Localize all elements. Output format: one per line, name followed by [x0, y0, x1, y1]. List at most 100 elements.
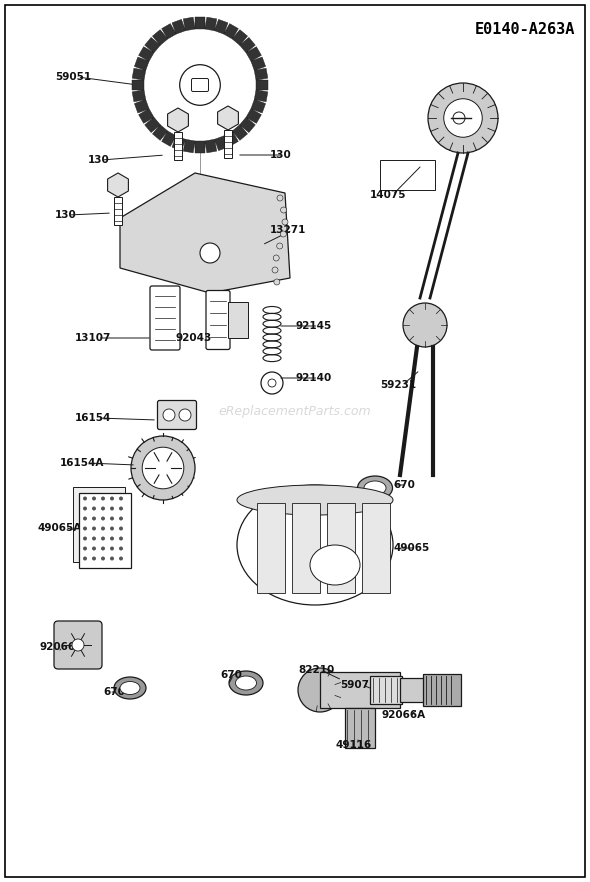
Circle shape	[280, 231, 286, 237]
Bar	[114, 197, 122, 225]
Polygon shape	[162, 131, 176, 146]
Bar	[370, 676, 402, 704]
Polygon shape	[183, 139, 195, 153]
Circle shape	[110, 517, 114, 520]
Text: eReplacementParts.com: eReplacementParts.com	[219, 405, 371, 417]
Circle shape	[277, 195, 283, 201]
Polygon shape	[183, 17, 195, 31]
Text: 92055: 92055	[370, 695, 406, 705]
Circle shape	[83, 536, 87, 541]
Text: 92066: 92066	[40, 642, 76, 652]
Text: 92043: 92043	[175, 333, 211, 343]
Circle shape	[110, 506, 114, 511]
Bar	[174, 132, 182, 160]
Circle shape	[101, 497, 105, 500]
Ellipse shape	[229, 671, 263, 695]
Polygon shape	[232, 30, 248, 45]
Polygon shape	[254, 90, 268, 101]
Polygon shape	[246, 47, 261, 62]
Ellipse shape	[237, 485, 393, 605]
Ellipse shape	[364, 481, 386, 495]
Polygon shape	[246, 108, 261, 123]
Text: 16154: 16154	[75, 413, 112, 423]
Ellipse shape	[237, 485, 393, 515]
Text: 670: 670	[220, 670, 242, 680]
Bar	[79, 492, 131, 567]
Polygon shape	[254, 68, 268, 80]
FancyBboxPatch shape	[206, 290, 230, 349]
Bar	[327, 503, 355, 593]
Polygon shape	[240, 117, 255, 132]
Polygon shape	[152, 124, 168, 140]
Bar	[400, 678, 425, 702]
Polygon shape	[168, 108, 188, 132]
Text: 670: 670	[103, 687, 125, 697]
Polygon shape	[172, 136, 185, 151]
Text: 130: 130	[88, 155, 110, 165]
Text: 130: 130	[270, 150, 291, 160]
Polygon shape	[107, 173, 129, 197]
Text: 92140: 92140	[296, 373, 332, 383]
Circle shape	[131, 436, 195, 500]
Polygon shape	[132, 80, 144, 90]
Circle shape	[200, 243, 220, 263]
Text: 49065: 49065	[393, 543, 430, 553]
Circle shape	[272, 267, 278, 273]
Polygon shape	[256, 80, 268, 90]
Circle shape	[101, 547, 105, 550]
Ellipse shape	[358, 476, 392, 500]
Polygon shape	[205, 139, 217, 153]
Polygon shape	[172, 19, 185, 34]
Polygon shape	[132, 90, 146, 101]
Circle shape	[92, 517, 96, 520]
Polygon shape	[232, 124, 248, 140]
Text: 59071: 59071	[340, 680, 376, 690]
Circle shape	[101, 557, 105, 560]
Text: E0140-A263A: E0140-A263A	[474, 22, 575, 37]
Circle shape	[83, 517, 87, 520]
FancyBboxPatch shape	[150, 286, 180, 350]
Polygon shape	[214, 136, 228, 151]
Bar	[423, 674, 461, 706]
Polygon shape	[195, 141, 205, 153]
Text: 59051: 59051	[55, 72, 91, 82]
Circle shape	[163, 409, 175, 421]
Bar	[345, 708, 375, 748]
Circle shape	[83, 527, 87, 530]
Text: 59231: 59231	[380, 380, 416, 390]
Circle shape	[261, 372, 283, 394]
Polygon shape	[218, 106, 238, 130]
Circle shape	[274, 279, 280, 285]
Circle shape	[101, 527, 105, 530]
Bar	[380, 160, 435, 190]
Circle shape	[281, 207, 287, 213]
Polygon shape	[251, 100, 266, 113]
Circle shape	[403, 303, 447, 347]
Circle shape	[110, 527, 114, 530]
Circle shape	[180, 64, 220, 105]
Bar	[224, 130, 232, 158]
Text: 92066A: 92066A	[382, 710, 426, 720]
Polygon shape	[162, 24, 176, 39]
Text: 130: 130	[55, 210, 77, 220]
Circle shape	[92, 557, 96, 560]
Text: 92145: 92145	[296, 321, 332, 331]
Bar	[228, 302, 248, 338]
Polygon shape	[145, 37, 160, 53]
Polygon shape	[120, 173, 290, 293]
Circle shape	[83, 547, 87, 550]
Bar	[362, 503, 390, 593]
Circle shape	[119, 506, 123, 511]
Circle shape	[83, 506, 87, 511]
Circle shape	[277, 243, 283, 249]
Polygon shape	[145, 117, 160, 132]
Text: 16154A: 16154A	[60, 458, 104, 468]
Circle shape	[83, 557, 87, 560]
Circle shape	[119, 547, 123, 550]
Polygon shape	[139, 108, 154, 123]
Polygon shape	[240, 37, 255, 53]
Circle shape	[92, 497, 96, 500]
Circle shape	[444, 99, 482, 138]
Polygon shape	[214, 19, 228, 34]
Ellipse shape	[114, 677, 146, 699]
